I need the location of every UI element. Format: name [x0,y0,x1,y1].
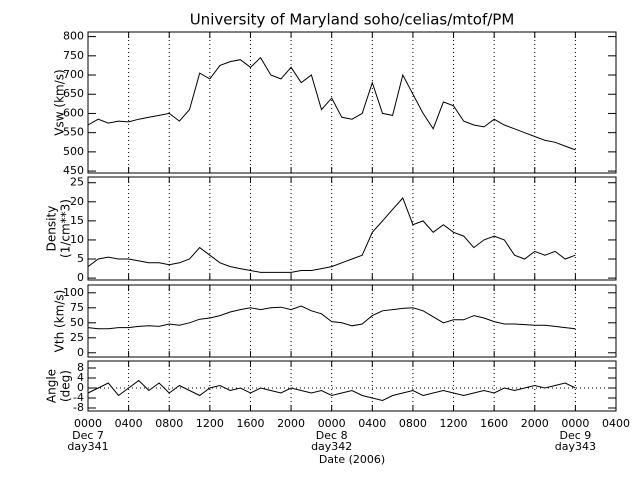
x-tick-label: 0800 [399,417,427,430]
x-tick-label: 0800 [155,417,183,430]
y-tick-label: 450 [63,164,84,177]
x-tick-label: 0400 [358,417,386,430]
y-tick-label: 800 [63,30,84,43]
y-tick-label: 5 [77,252,84,265]
plot-frame [87,31,617,174]
y-tick-label: 650 [63,87,84,100]
y-tick-label: 8 [77,361,84,374]
x-tick-label: 0400 [602,417,630,430]
x-tick-label: 1200 [196,417,224,430]
x-tick-sublabel: day342 [311,440,352,453]
x-tick-label: 0000 [74,417,102,430]
y-axis-label: Angle [45,369,59,403]
y-tick-label: 0 [77,346,84,359]
x-tick-sublabel: Dec 9 [559,429,591,442]
x-tick-label: 0400 [115,417,143,430]
x-tick-sublabel: Dec 8 [316,429,348,442]
y-tick-label: 0 [77,271,84,284]
x-tick-sublabel: Dec 7 [72,429,104,442]
data-line [87,197,576,273]
y-axis-label: (deg) [59,370,73,402]
y-tick-label: 4 [77,371,84,384]
chart-title: University of Maryland soho/celias/mtof/… [190,11,515,29]
x-axis-label: Date (2006) [319,453,385,466]
x-tick-label: 1600 [236,417,264,430]
x-tick-label: 2000 [521,417,549,430]
x-tick-label: 0000 [561,417,589,430]
y-tick-label: 700 [63,68,84,81]
data-line [87,56,576,151]
y-tick-label: 25 [70,331,84,344]
y-tick-label: 10 [70,233,84,246]
data-line [87,305,576,330]
y-tick-label: -4 [73,391,84,404]
y-tick-label: 25 [70,176,84,189]
plot-frame [87,360,617,412]
x-tick-label: 0000 [318,417,346,430]
y-tick-label: 500 [63,145,84,158]
x-tick-label: 1200 [440,417,468,430]
data-line [87,379,576,402]
y-tick-label: 50 [70,316,84,329]
x-tick-label: 1600 [480,417,508,430]
y-tick-label: 600 [63,106,84,119]
y-axis-label: (1/cm**3) [59,199,73,258]
plot-frame [87,176,617,281]
x-tick-label: 2000 [277,417,305,430]
y-tick-label: 75 [70,301,84,314]
y-tick-label: 20 [70,195,84,208]
y-axis-label: Density [45,206,59,252]
y-tick-label: 0 [77,381,84,394]
plot-frame [87,284,617,358]
x-tick-sublabel: day341 [67,440,108,453]
x-tick-sublabel: day343 [555,440,596,453]
y-axis-label: Vsw (km/s) [53,69,67,135]
y-tick-label: -8 [73,401,84,414]
y-tick-label: 750 [63,49,84,62]
y-axis-label: Vth (km/s) [53,290,67,353]
y-tick-label: 550 [63,126,84,139]
y-tick-label: 15 [70,214,84,227]
y-tick-label: 100 [63,286,84,299]
